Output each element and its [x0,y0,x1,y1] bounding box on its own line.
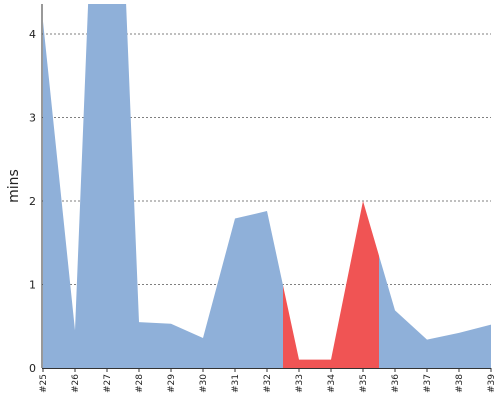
area-segment-normal-2 [379,255,491,368]
x-tick-label-1: #26 [71,374,81,393]
x-tick-label-4: #29 [167,374,177,393]
area-series [43,4,491,368]
y-tick-label-2: 2 [29,195,36,208]
x-tick-label-14: #39 [487,374,497,393]
x-tick-label-11: #36 [391,374,401,393]
y-tick-labels: 0 1 2 3 4 [29,28,36,375]
y-tick-label-0: 0 [29,362,36,375]
x-tick-label-10: #35 [359,374,369,393]
x-tick-labels: #25 #26 #27 #28 #29 #30 #31 #32 #33 #34 #35 #36 #37 #… [39,368,497,393]
x-tick-label-13: #38 [455,374,465,393]
area-segment-highlight [283,201,379,368]
x-tick-label-6: #31 [231,374,241,393]
x-tick-label-3: #28 [135,374,145,393]
area-segment-normal-1 [43,4,283,368]
x-tick-label-0: #25 [39,374,49,393]
x-tick-label-5: #30 [199,374,209,393]
x-tick-label-2: #27 [103,374,113,393]
x-tick-label-8: #33 [295,374,305,393]
y-tick-label-3: 3 [29,112,36,125]
y-tick-label-4: 4 [29,28,36,41]
y-tick-label-1: 1 [29,279,36,292]
y-axis-title: mins [6,169,22,203]
x-tick-label-9: #34 [327,374,337,393]
x-tick-label-12: #37 [423,374,433,393]
x-tick-label-7: #32 [263,374,273,393]
